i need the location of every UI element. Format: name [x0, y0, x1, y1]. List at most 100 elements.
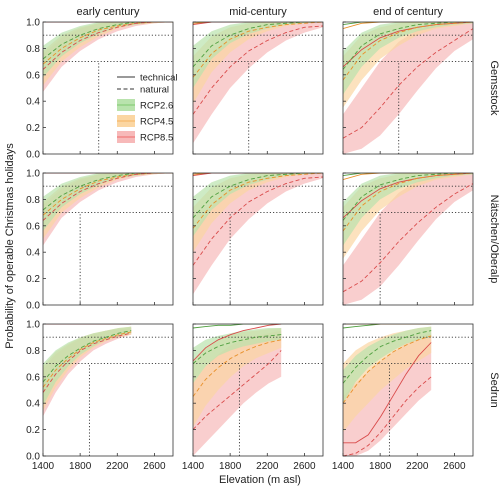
y-tick-label: 0.0 [26, 150, 40, 161]
panel-r1-c1 [192, 172, 324, 306]
x-axis-label: Elevation (m asl) [219, 474, 301, 486]
series-natural-rcp45 [193, 339, 282, 397]
band-rcp26 [193, 22, 323, 88]
series-natural-rcp26 [43, 22, 173, 60]
y-tick-label: 0.6 [26, 221, 40, 232]
x-tick-label: 2600 [443, 461, 466, 472]
panels-group: 0.00.20.40.60.81.00.00.20.40.60.81.00.00… [26, 6, 500, 472]
y-tick-label: 0.8 [26, 195, 40, 206]
y-tick-label: 1.0 [26, 169, 40, 180]
row-title: Gemsstock [488, 60, 500, 116]
y-tick-label: 0.0 [26, 452, 40, 463]
series-natural-rcp45 [193, 22, 323, 78]
panel-r2-c1: 1400 1800 2200 2600 [182, 323, 324, 472]
panel-r0-c2 [342, 21, 474, 155]
x-tick-label: 1800 [69, 461, 92, 472]
series-natural-rcp26 [193, 22, 323, 68]
band-rcp26 [343, 326, 432, 404]
series-technical-rcp26 [343, 324, 432, 329]
panel-frame [342, 172, 474, 306]
panel-plot-area [43, 173, 173, 305]
y-tick-label: 1.0 [26, 320, 40, 331]
series-natural-rcp45 [193, 173, 323, 229]
series-natural-rcp26 [343, 330, 432, 384]
series-natural-rcp45 [43, 331, 132, 388]
panel-frame [192, 323, 324, 457]
band-rcp85 [343, 173, 473, 305]
x-tick-label: 2200 [106, 461, 129, 472]
panel-plot-area [193, 173, 323, 305]
y-tick-label: 1.0 [26, 18, 40, 29]
y-tick-label: 0.8 [26, 44, 40, 55]
panel-r0-c0: 0.0 0.2 0.4 0.6 0.8 1.0 [26, 18, 174, 161]
row-title: Sedrun [488, 372, 500, 407]
y-tick-label: 0.2 [26, 274, 40, 285]
x-tick-label: 1800 [219, 461, 242, 472]
series-natural-rcp26 [193, 173, 323, 219]
panel-frame [192, 172, 324, 306]
panel-frame [42, 323, 174, 457]
legend-label-rcp45: RCP4.5 [140, 117, 173, 128]
x-tick-label: 2200 [256, 461, 279, 472]
column-title: early century [77, 6, 140, 18]
panel-frame [42, 21, 174, 155]
y-tick-label: 0.4 [26, 248, 40, 259]
legend-label-rcp26: RCP2.6 [140, 101, 173, 112]
series-natural-rcp85 [43, 22, 173, 70]
panel-plot-area [193, 22, 323, 154]
panel-r1-c2 [342, 172, 474, 306]
panel-plot-area [343, 324, 473, 456]
band-rcp26 [43, 326, 132, 406]
band-rcp26 [43, 22, 173, 78]
column-title: end of century [373, 6, 443, 18]
panel-r2-c2: 1400 1800 2200 2600 [332, 323, 474, 472]
band-rcp26 [343, 173, 473, 246]
series-natural-rcp85 [43, 173, 173, 221]
panel-plot-area [43, 22, 173, 154]
row-title: Nätschen/Oberalp [488, 195, 500, 284]
series-natural-rcp26 [193, 334, 282, 364]
panel-frame [192, 21, 324, 155]
band-rcp85 [343, 22, 473, 154]
series-technical-rcp45 [343, 173, 473, 181]
panel-plot-area [343, 22, 473, 154]
panel-plot-area [43, 324, 173, 456]
panel-plot-area [343, 173, 473, 305]
x-tick-label: 1400 [332, 461, 355, 472]
series-technical-rcp85 [343, 342, 432, 444]
panel-frame [342, 323, 474, 457]
panel-r1-c0: 0.0 0.2 0.4 0.6 0.8 1.0 [26, 169, 174, 312]
legend-label-rcp85: RCP8.5 [140, 133, 173, 144]
y-tick-label: 0.4 [26, 399, 40, 410]
panel-r0-c1 [192, 21, 324, 155]
series-technical-rcp26 [193, 324, 282, 329]
y-tick-label: 0.6 [26, 372, 40, 383]
legend-label-natural: natural [140, 85, 169, 96]
y-tick-label: 0.0 [26, 301, 40, 312]
series-natural-rcp45 [343, 22, 473, 81]
band-rcp26 [193, 173, 323, 237]
panel-plot-area [193, 324, 323, 456]
series-technical-rcp85 [193, 324, 282, 362]
series-natural-rcp26 [43, 173, 173, 211]
x-tick-label: 2600 [293, 461, 316, 472]
y-tick-label: 0.2 [26, 425, 40, 436]
series-natural-rcp85 [343, 376, 432, 456]
panel-r2-c0: 0.0 0.2 0.4 0.6 0.8 1.0 1400 1800 2200 2600 [26, 320, 174, 472]
legend-label-technical: technical [140, 73, 178, 84]
band-rcp26 [43, 173, 173, 232]
series-technical-rcp85 [343, 22, 473, 68]
x-tick-label: 2600 [143, 461, 166, 472]
y-tick-label: 0.2 [26, 123, 40, 134]
x-tick-label: 1800 [369, 461, 392, 472]
x-tick-label: 1400 [32, 461, 55, 472]
series-technical-rcp85 [343, 173, 473, 219]
x-tick-label: 2200 [406, 461, 429, 472]
y-axis-label: Probability of operable Christmas holida… [4, 143, 16, 349]
series-natural-rcp26 [43, 330, 132, 383]
series-technical-rcp45 [343, 22, 473, 30]
band-rcp26 [343, 22, 473, 95]
series-natural-rcp85 [343, 183, 473, 293]
